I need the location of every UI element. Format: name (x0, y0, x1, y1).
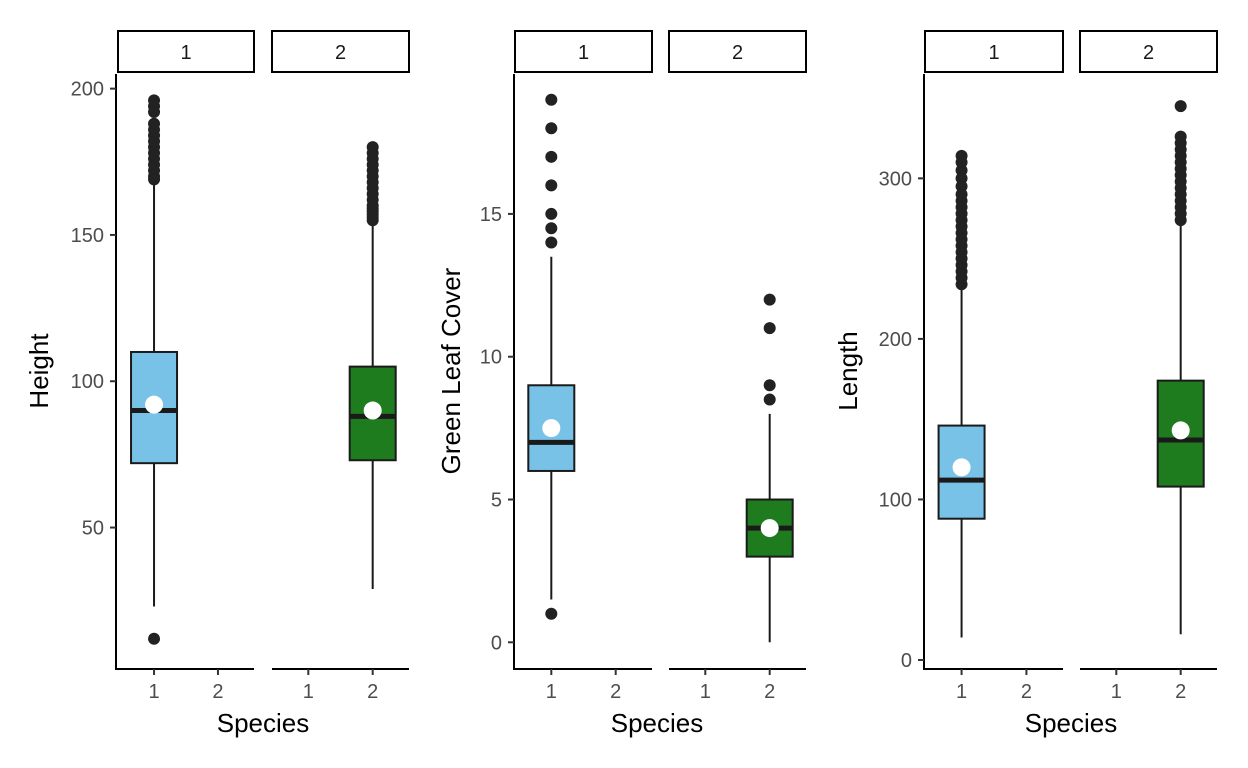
x-tick-label: 2 (367, 681, 378, 703)
y-axis-title: Height (24, 333, 54, 409)
y-tick-label: 0 (901, 650, 912, 672)
y-tick-label: 200 (879, 329, 912, 351)
outlier-point (148, 632, 161, 645)
outlier-point (148, 94, 161, 107)
mean-point (363, 401, 382, 420)
facet-strip-label: 2 (1143, 42, 1154, 64)
facet-strip (668, 30, 807, 73)
x-axis-title: Species (1025, 708, 1118, 738)
facet-strip-label: 2 (335, 42, 346, 64)
y-tick-label: 300 (879, 168, 912, 190)
facet-strip-label: 1 (578, 42, 589, 64)
x-tick-label: 2 (1175, 681, 1186, 703)
facet-strip (514, 30, 653, 73)
facet-strip-label: 2 (732, 42, 743, 64)
x-axis-title: Species (611, 708, 704, 738)
facet-strip (117, 30, 255, 73)
y-tick-label: 50 (82, 518, 104, 540)
panel-1: 1 1 2 2 1 2 50 100 150 200 Height Species (24, 30, 410, 738)
y-axis-title: Green Leaf Cover (436, 267, 466, 474)
x-tick-label: 2 (764, 681, 775, 703)
x-tick-label: 2 (212, 681, 223, 703)
x-tick-label: 1 (956, 681, 967, 703)
outlier-point (1174, 130, 1187, 143)
x-tick-label: 1 (1111, 681, 1122, 703)
outlier-point (545, 122, 558, 135)
outlier-point (545, 179, 558, 192)
box-species-2 (745, 293, 794, 643)
outlier-point (763, 293, 776, 306)
outlier-point (545, 150, 558, 163)
y-tick-label: 100 (879, 489, 912, 511)
box-species-1 (527, 93, 576, 620)
x-tick-label: 1 (303, 681, 314, 703)
outlier-point (148, 117, 161, 130)
panel-2: 1 1 2 2 1 2 0 5 10 15 Green Leaf Cover Species (436, 30, 807, 738)
outlier-point (366, 141, 379, 154)
outlier-point (545, 607, 558, 620)
y-axis-title: Length (833, 331, 863, 411)
outlier-point (545, 207, 558, 220)
mean-point (145, 395, 164, 414)
outlier-point (763, 322, 776, 335)
panel-3: 1 1 2 2 1 2 0 100 200 300 Length Species (833, 30, 1218, 738)
x-tick-label: 1 (148, 681, 159, 703)
x-tick-label: 1 (546, 681, 557, 703)
x-tick-label: 1 (700, 681, 711, 703)
facet-strip-label: 1 (988, 42, 999, 64)
mean-point (1171, 421, 1190, 440)
outlier-point (1174, 100, 1187, 113)
outlier-point (545, 93, 558, 106)
y-tick-label: 200 (71, 79, 104, 101)
y-tick-label: 10 (480, 347, 502, 369)
x-tick-label: 2 (610, 681, 621, 703)
y-tick-label: 100 (71, 371, 104, 393)
outlier-point (955, 149, 968, 162)
outlier-point (763, 393, 776, 406)
outlier-point (763, 379, 776, 392)
box-species-1 (130, 94, 179, 645)
facet-strip (924, 30, 1064, 73)
facet-strip (271, 30, 410, 73)
x-axis-title: Species (217, 708, 310, 738)
box-species-2 (348, 141, 397, 589)
mean-point (952, 458, 971, 477)
box-species-2 (1156, 100, 1205, 635)
y-tick-label: 5 (491, 490, 502, 512)
mean-point (760, 519, 779, 538)
y-tick-label: 150 (71, 225, 104, 247)
box-species-1 (937, 149, 986, 638)
y-tick-label: 15 (480, 204, 502, 226)
x-tick-label: 2 (1021, 681, 1032, 703)
mean-point (542, 419, 561, 438)
facet-strip (1079, 30, 1218, 73)
outlier-point (545, 222, 558, 235)
outlier-point (545, 236, 558, 249)
y-tick-label: 0 (491, 632, 502, 654)
facet-strip-label: 1 (180, 42, 191, 64)
